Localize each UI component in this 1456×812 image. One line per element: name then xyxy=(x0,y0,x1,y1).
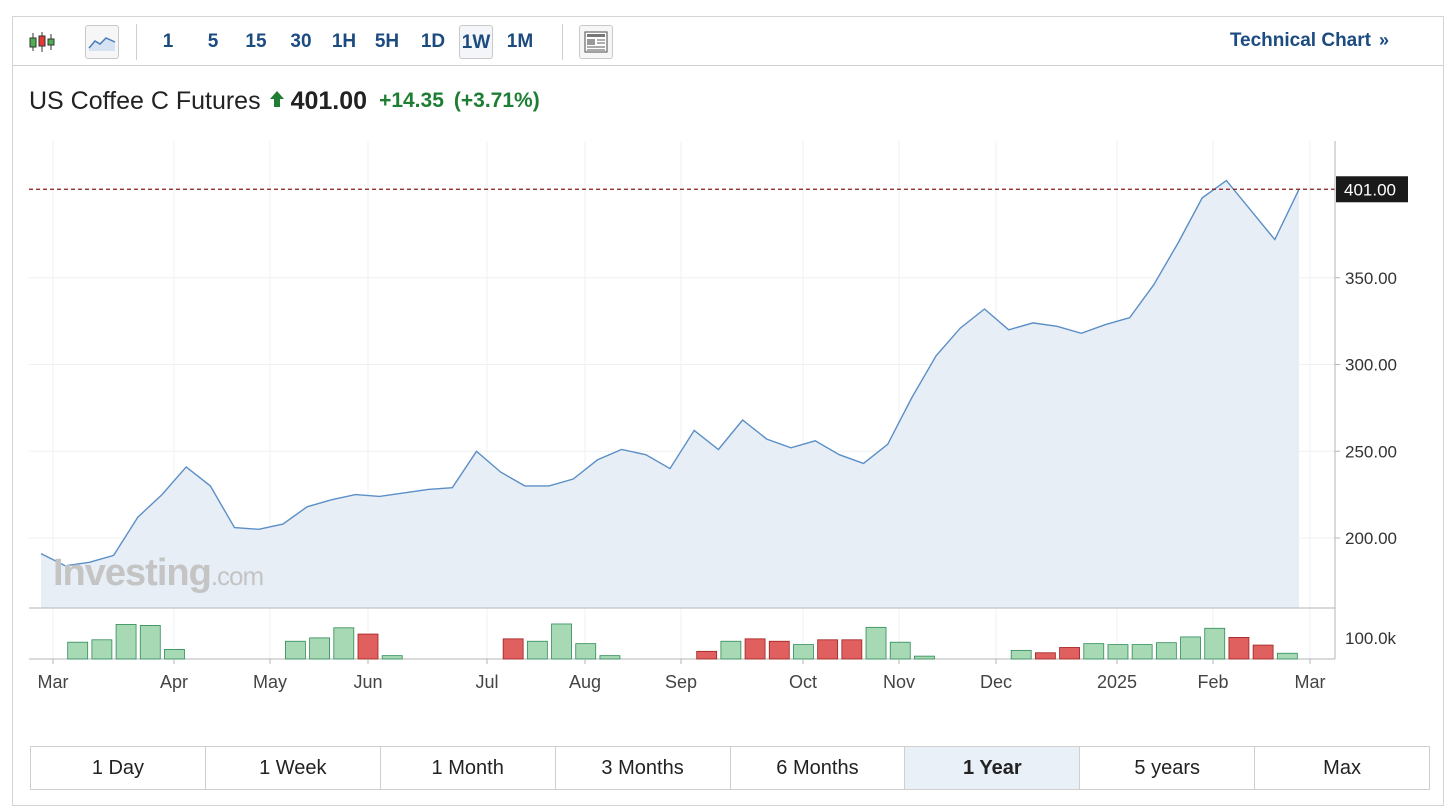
period-5-years[interactable]: 5 years xyxy=(1080,747,1256,789)
volume-bar xyxy=(1131,644,1153,660)
volume-bar xyxy=(1180,636,1201,660)
volume-bar xyxy=(1228,637,1250,660)
volume-bar xyxy=(309,637,331,660)
period-1-month[interactable]: 1 Month xyxy=(380,747,556,789)
interval-1[interactable]: 1 xyxy=(162,31,174,52)
volume-bar xyxy=(914,655,935,660)
x-tick-label: Mar xyxy=(1295,672,1326,692)
volume-bar xyxy=(1107,644,1129,660)
volume-bar xyxy=(1252,644,1274,660)
period-1-year[interactable]: 1 Year xyxy=(905,747,1081,789)
interval-1d[interactable]: 1D xyxy=(420,31,446,52)
x-tick-label: Jun xyxy=(353,672,382,692)
volume-bar xyxy=(91,639,113,660)
volume-bar xyxy=(768,640,790,660)
volume-bar xyxy=(841,639,863,660)
volume-bar xyxy=(526,640,548,660)
interval-1m[interactable]: 1M xyxy=(506,31,534,52)
volume-bar xyxy=(1059,647,1080,660)
y-tick-label: 350.00 xyxy=(1345,269,1397,288)
x-tick-label: Dec xyxy=(980,672,1012,692)
y-tick-label: 250.00 xyxy=(1345,442,1397,461)
volume-bar xyxy=(502,638,524,660)
price-change-percent: (+3.71%) xyxy=(453,89,540,112)
volume-bar xyxy=(720,640,742,660)
double-chevron-right-icon: » xyxy=(1378,30,1389,50)
technical-chart-label: Technical Chart xyxy=(1229,30,1371,51)
period-1-day[interactable]: 1 Day xyxy=(31,747,206,789)
volume-axis-label: 100.0k xyxy=(1345,629,1397,648)
volume-bars xyxy=(67,623,1298,660)
volume-bar xyxy=(333,627,355,660)
period-1-week[interactable]: 1 Week xyxy=(205,747,381,789)
volume-bar xyxy=(1204,627,1226,660)
x-tick-label: Mar xyxy=(38,672,69,692)
quote-header: US Coffee C Futures 401.00 +14.35 (+3.71… xyxy=(29,85,540,117)
last-price: 401.00 xyxy=(290,86,368,115)
price-area xyxy=(41,180,1299,608)
interval-5h[interactable]: 5H xyxy=(374,31,400,52)
x-tick-label: Oct xyxy=(789,672,817,692)
x-tick-label: Jul xyxy=(475,672,498,692)
x-tick-label: Apr xyxy=(160,672,188,692)
current-price-badge: 401.00 xyxy=(1336,176,1408,203)
volume-bar xyxy=(67,641,89,660)
period-max[interactable]: Max xyxy=(1255,747,1429,789)
y-tick-label: 300.00 xyxy=(1345,356,1397,375)
y-tick-label: 200.00 xyxy=(1345,529,1397,548)
volume-bar xyxy=(1034,652,1056,660)
interval-1h[interactable]: 1H xyxy=(331,31,357,52)
x-tick-label: Nov xyxy=(883,672,915,692)
price-change: +14.35 xyxy=(379,89,444,112)
volume-bar xyxy=(1010,649,1032,660)
period-selector: 1 Day 1 Week 1 Month 3 Months 6 Months 1 Year… xyxy=(30,746,1430,790)
volume-bar xyxy=(575,643,597,660)
x-tick-label: May xyxy=(253,672,287,692)
volume-bar xyxy=(139,625,161,660)
price-chart[interactable]: Investing.com 350.00 300.00 250.00 200.00 100… xyxy=(13,17,1443,729)
x-tick-label: Feb xyxy=(1197,672,1228,692)
newspaper-icon[interactable] xyxy=(579,25,613,59)
volume-bar xyxy=(164,649,185,660)
volume-bar xyxy=(551,623,572,660)
volume-bar xyxy=(357,633,379,660)
x-tick-label: Aug xyxy=(569,672,601,692)
volume-bar xyxy=(817,639,839,660)
volume-bar xyxy=(793,644,814,660)
current-price-label: 401.00 xyxy=(1344,180,1396,199)
volume-bar xyxy=(865,626,887,660)
volume-bar xyxy=(889,641,911,660)
interval-30[interactable]: 30 xyxy=(290,31,312,52)
price-line xyxy=(40,179,1300,567)
volume-bar xyxy=(744,638,766,660)
volume-bar xyxy=(115,624,137,660)
interval-1w[interactable]: 1W xyxy=(459,25,493,59)
candlestick-icon[interactable] xyxy=(25,25,59,59)
volume-bar xyxy=(1083,643,1105,660)
volume-bar xyxy=(696,650,718,660)
chart-widget: 1 5 15 30 1H 5H 1D 1W 1M Technical Chart» US Cof… xyxy=(12,16,1444,806)
toolbar-divider xyxy=(136,24,137,60)
area-chart-icon[interactable] xyxy=(85,25,119,59)
period-6-months[interactable]: 6 Months xyxy=(730,747,906,789)
interval-5[interactable]: 5 xyxy=(207,31,219,52)
volume-bar xyxy=(599,655,621,660)
toolbar-divider xyxy=(562,24,563,60)
volume-bar xyxy=(381,655,403,660)
investing-watermark: Investing.com xyxy=(53,552,263,594)
volume-bar xyxy=(285,640,306,660)
chart-toolbar: 1 5 15 30 1H 5H 1D 1W 1M Technical Chart» xyxy=(13,17,1443,66)
period-3-months[interactable]: 3 Months xyxy=(555,747,731,789)
interval-15[interactable]: 15 xyxy=(245,31,267,52)
x-tick-label: Sep xyxy=(665,672,697,692)
volume-bar xyxy=(1155,642,1177,660)
instrument-name: US Coffee C Futures xyxy=(29,86,261,115)
x-tick-label: 2025 xyxy=(1097,672,1137,692)
up-arrow-icon xyxy=(269,90,285,113)
volume-bar xyxy=(1276,652,1298,660)
technical-chart-link[interactable]: Technical Chart » xyxy=(1230,30,1389,52)
